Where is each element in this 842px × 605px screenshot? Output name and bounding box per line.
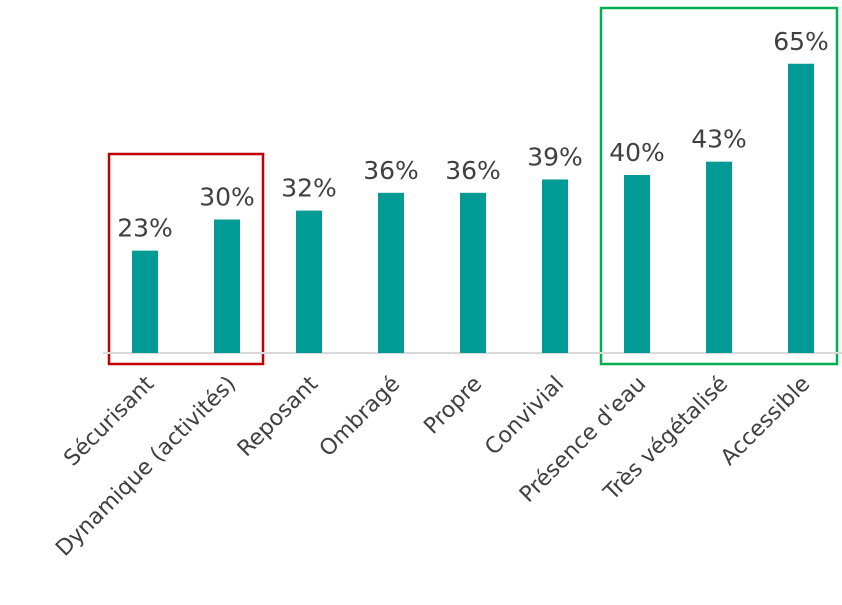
data-label: 36%	[363, 156, 419, 185]
data-label: 32%	[281, 174, 337, 203]
category-tick-label: Ombragé	[315, 372, 405, 462]
highlight-box	[107, 152, 265, 366]
highlight-box	[599, 6, 839, 366]
data-label: 36%	[445, 156, 501, 185]
category-tick-label: Accessible	[716, 372, 815, 471]
data-label: 30%	[199, 183, 255, 212]
data-label: 23%	[117, 214, 173, 243]
bar	[624, 175, 650, 353]
bar	[296, 210, 322, 353]
bar	[706, 161, 732, 353]
bar	[460, 192, 486, 353]
category-tick-label: Convivial	[480, 372, 569, 461]
category-tick-label: Reposant	[233, 371, 324, 462]
data-label: 40%	[609, 138, 665, 167]
bar	[214, 219, 240, 353]
data-label: 39%	[527, 142, 583, 171]
bar	[542, 179, 568, 353]
data-label: 43%	[691, 125, 747, 154]
bars	[132, 63, 814, 353]
value-labels: 23% 30% 32% 36% 36% 39% 40% 43% 65%	[117, 27, 829, 243]
bar	[788, 63, 814, 353]
highlight-boxes	[107, 6, 839, 366]
bar	[132, 250, 158, 353]
data-label: 65%	[773, 27, 829, 56]
category-tick-label: Propre	[419, 372, 487, 440]
bar	[378, 192, 404, 353]
